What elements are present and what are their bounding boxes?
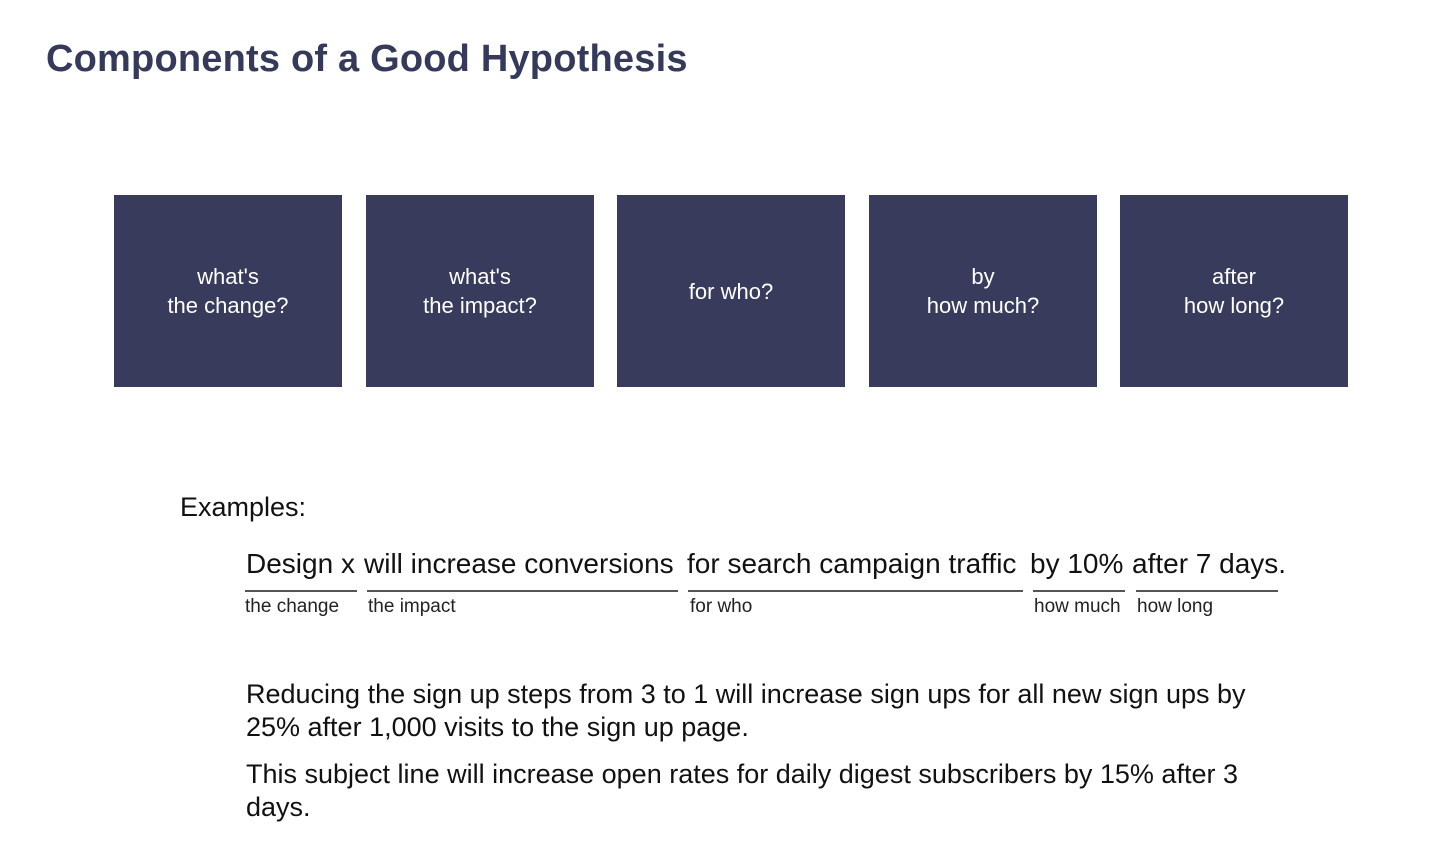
example-segment-change: Design x bbox=[246, 548, 355, 579]
segment-label-how-much: how much bbox=[1034, 596, 1121, 617]
component-line: after bbox=[1211, 264, 1257, 289]
component-line: the impact? bbox=[423, 293, 537, 318]
component-line: the change? bbox=[167, 293, 289, 318]
segment-label-how-long: how long bbox=[1137, 596, 1214, 617]
examples-label: Examples: bbox=[180, 492, 307, 522]
segment-label-impact: the impact bbox=[368, 596, 456, 617]
segment-underline bbox=[688, 590, 1023, 592]
example-paragraph: Reducing the sign up steps from 3 to 1 w… bbox=[246, 679, 1246, 742]
example-segment-how-much: by 10% bbox=[1030, 548, 1124, 579]
example-segment-impact: will increase conversions bbox=[364, 548, 674, 579]
component-line: what's bbox=[197, 264, 259, 289]
segment-underline bbox=[245, 590, 357, 592]
segment-underline bbox=[367, 590, 678, 592]
component-line: by bbox=[971, 264, 995, 289]
component-box-who: for who? bbox=[617, 195, 845, 387]
component-box-impact: what's the impact? bbox=[366, 195, 594, 387]
segment-label-who: for who bbox=[690, 596, 753, 617]
component-line: for who? bbox=[688, 278, 774, 304]
example-segment-who: for search campaign traffic bbox=[687, 548, 1017, 579]
example-segment-how-long: after 7 days. bbox=[1132, 548, 1287, 579]
component-box-how-long: after how long? bbox=[1120, 195, 1348, 387]
component-line: how long? bbox=[1183, 293, 1285, 318]
example-paragraph: This subject line will increase open rat… bbox=[246, 759, 1238, 822]
component-box-how-much: by how much? bbox=[869, 195, 1097, 387]
component-box-change: what's the change? bbox=[114, 195, 342, 387]
segment-underline bbox=[1136, 590, 1278, 592]
components-row: what's the change? what's the impact? fo… bbox=[114, 195, 1348, 387]
component-line: how much? bbox=[926, 293, 1040, 318]
page-title: Components of a Good Hypothesis bbox=[46, 38, 688, 80]
annotated-example: Design x the change will increase conver… bbox=[0, 548, 1433, 618]
component-line: what's bbox=[449, 264, 511, 289]
segment-label-change: the change bbox=[245, 596, 340, 617]
segment-underline bbox=[1033, 590, 1125, 592]
